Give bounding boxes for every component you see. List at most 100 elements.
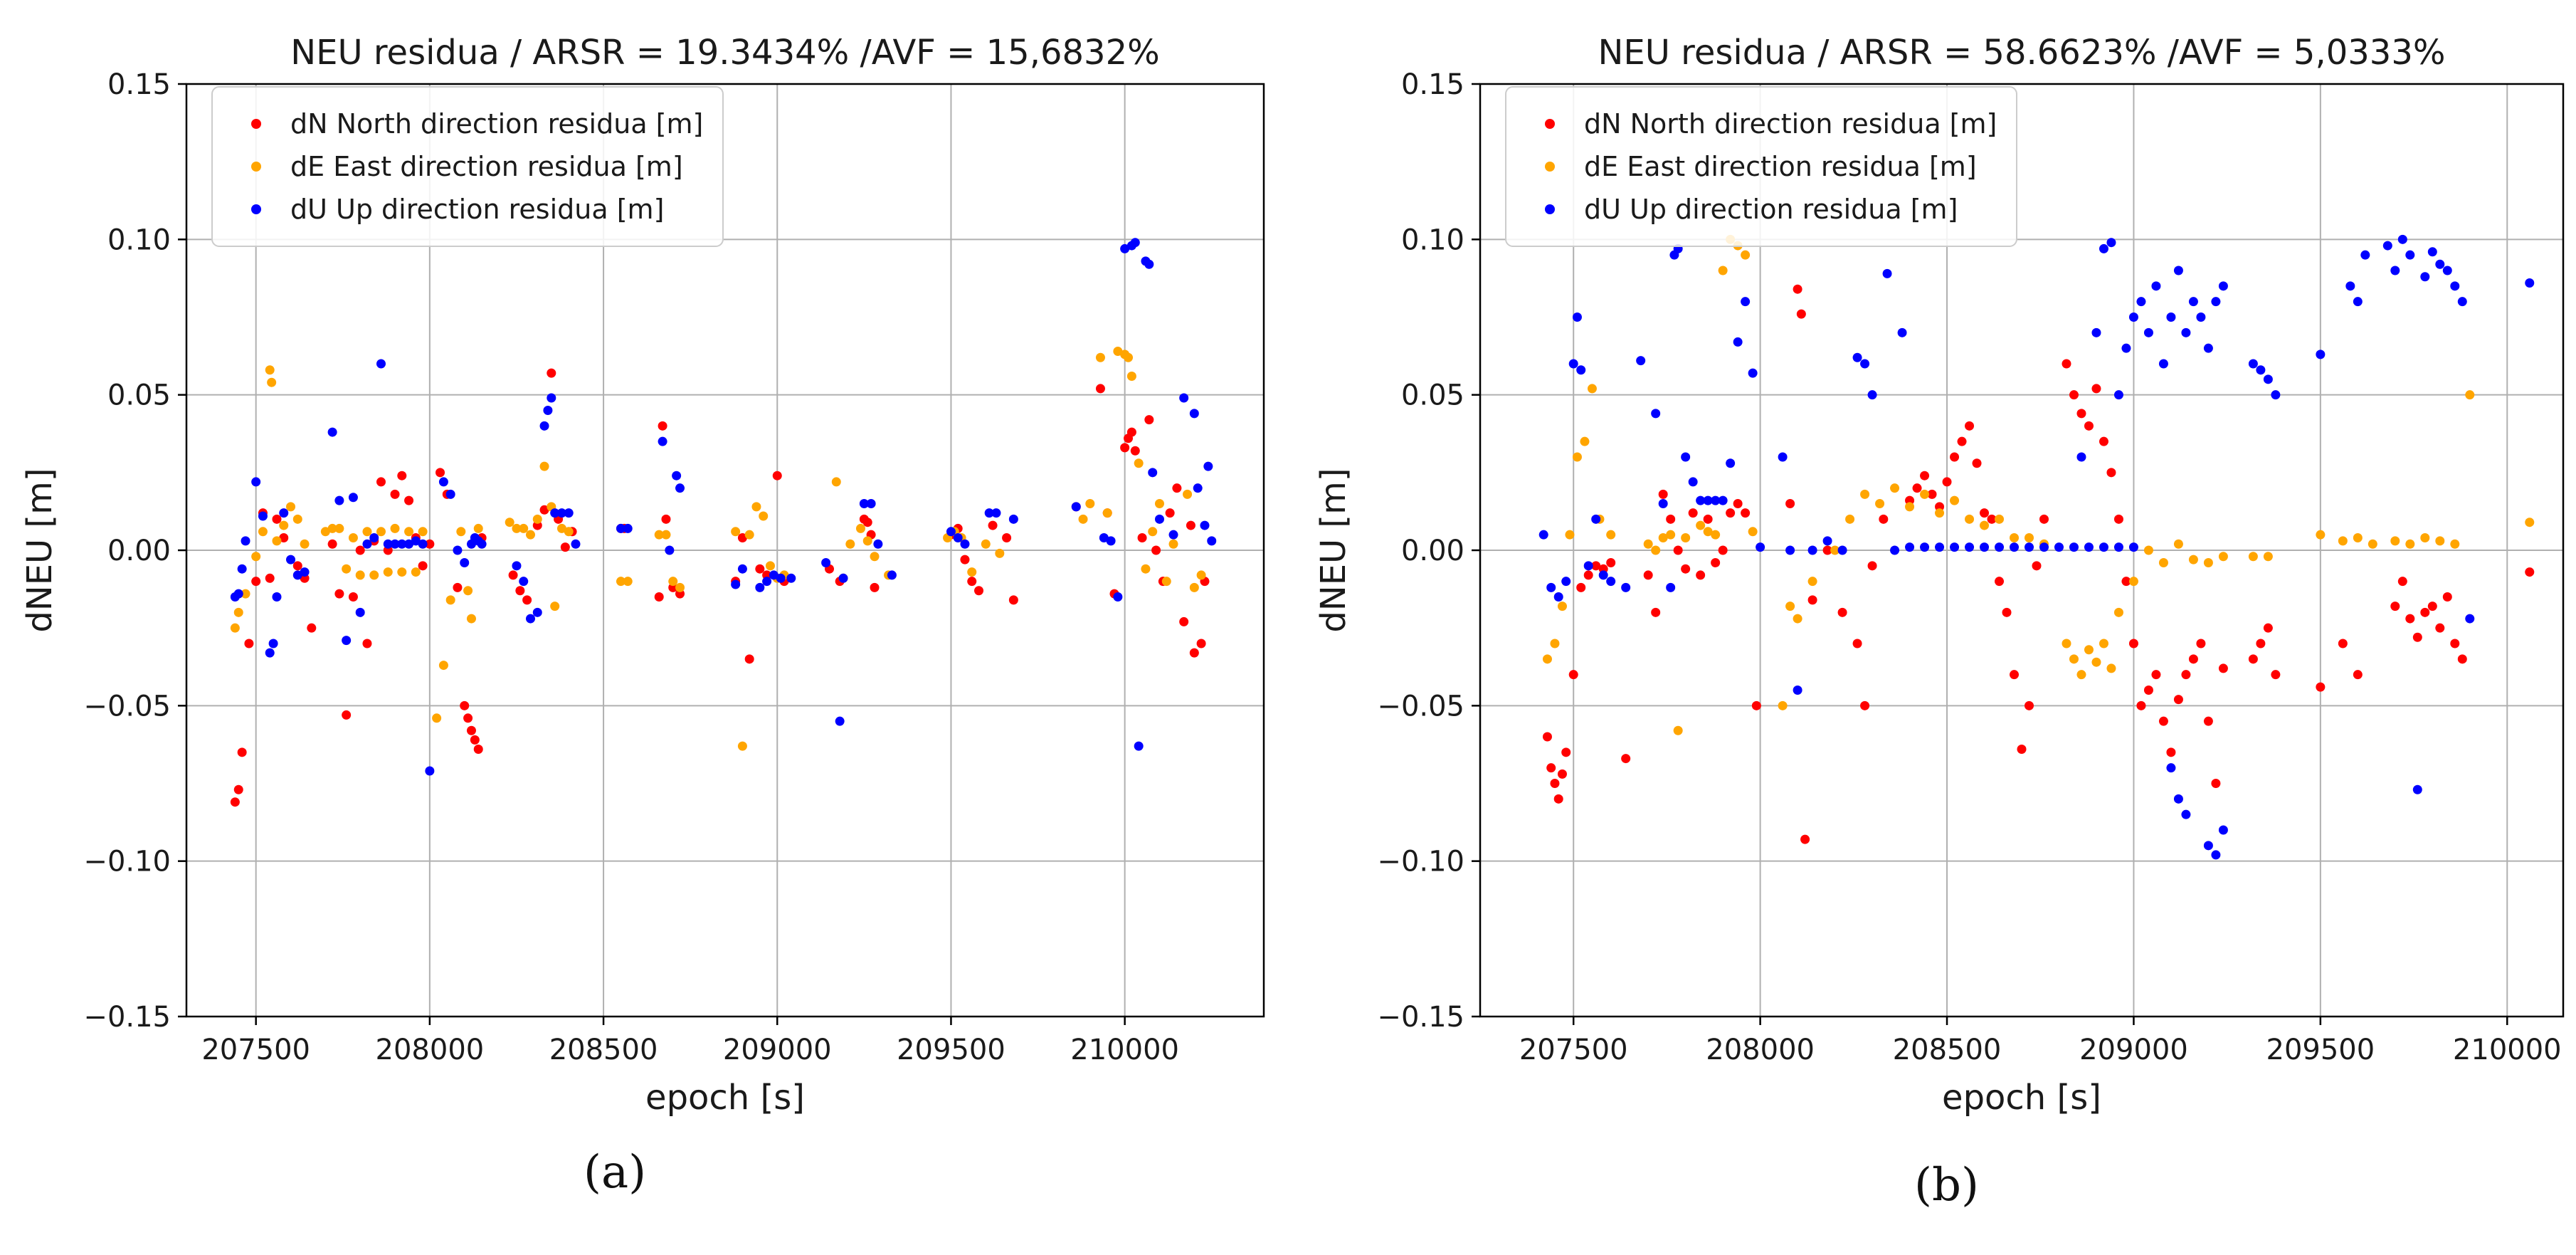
chart-b-point xyxy=(2427,602,2437,611)
chart-a-point xyxy=(292,514,302,524)
chart-b-ytick-label: 0.05 xyxy=(1401,379,1464,412)
chart-a-point xyxy=(1126,371,1136,381)
chart-b-point xyxy=(2039,542,2049,552)
chart-b-legend-box xyxy=(1505,86,2017,247)
chart-a-point xyxy=(776,573,786,583)
chart-b-point xyxy=(1726,458,1736,468)
chart-b-point xyxy=(2099,639,2108,648)
chart-b-point xyxy=(1793,686,1802,695)
chart-b-xtick-label: 209500 xyxy=(2266,1034,2375,1066)
chart-b-point xyxy=(2166,763,2176,773)
chart-a-point xyxy=(445,489,455,499)
chart-a-point xyxy=(438,477,448,487)
chart-a-point xyxy=(1071,502,1081,512)
chart-a-point xyxy=(390,489,400,499)
chart-a-point xyxy=(411,567,421,577)
chart-a-point xyxy=(1134,458,1144,468)
chart-b-point xyxy=(1845,514,1855,524)
chart-a-point xyxy=(1168,530,1178,540)
chart-a-point xyxy=(866,499,876,508)
chart-b-point xyxy=(2084,645,2094,655)
chart-b-xtick-label: 208000 xyxy=(1706,1034,1815,1066)
chart-b-point xyxy=(1890,483,1900,493)
chart-b-ylabel: dNEU [m] xyxy=(1314,468,1353,632)
chart-a-point xyxy=(348,592,358,602)
chart-b-point xyxy=(1995,514,2005,524)
chart-b-point xyxy=(1957,436,1967,446)
chart-a-point xyxy=(786,573,796,583)
chart-b-point xyxy=(1576,365,1586,375)
chart-b-point xyxy=(2173,539,2183,549)
chart-a-point xyxy=(967,567,977,577)
chart-b-point xyxy=(1778,700,1788,710)
chart-b-point xyxy=(2465,390,2475,400)
chart-a-point xyxy=(342,564,352,574)
chart-b-point xyxy=(2203,841,2213,851)
chart-b-point xyxy=(1658,499,1668,508)
chart-b-point xyxy=(1711,495,1721,505)
chart-a-point xyxy=(418,539,428,549)
chart-a-point xyxy=(515,586,525,596)
chart-b-point xyxy=(2412,784,2422,794)
chart-b-point xyxy=(2218,552,2228,562)
chart-a-point xyxy=(279,533,289,543)
chart-b-point xyxy=(1741,297,1751,307)
chart-a-point xyxy=(859,499,869,508)
chart-b-point xyxy=(1681,564,1691,574)
chart-b-point xyxy=(1583,561,1593,571)
chart-a-point xyxy=(1120,243,1130,253)
chart-a-point xyxy=(762,577,772,587)
chart-a-point xyxy=(230,797,240,807)
chart-b-point xyxy=(2345,281,2355,291)
chart-a-point xyxy=(362,527,372,537)
chart-a-point xyxy=(658,421,667,431)
chart-a-point xyxy=(665,545,675,555)
chart-b-point xyxy=(1756,542,1765,552)
chart-b-point xyxy=(2173,266,2183,275)
chart-b-point xyxy=(2039,514,2049,524)
chart-a-point xyxy=(1106,536,1116,546)
chart-a-point xyxy=(1183,489,1193,499)
chart-a-xtick-label: 207500 xyxy=(201,1034,310,1066)
chart-b-point xyxy=(2024,533,2034,543)
chart-a-point xyxy=(532,514,542,524)
chart-a-point xyxy=(862,536,872,546)
chart-a-point xyxy=(737,741,747,751)
chart-b-point xyxy=(2316,350,2326,359)
chart-b-point xyxy=(1546,763,1556,773)
chart-b-point xyxy=(2113,607,2123,617)
chart-a-point xyxy=(1008,595,1018,605)
chart-a-point xyxy=(251,577,261,587)
chart-b-point xyxy=(1980,508,1990,518)
chart-b-point xyxy=(1905,502,1915,512)
chart-a-legend-marker xyxy=(251,119,261,129)
chart-b-point xyxy=(1557,602,1567,611)
chart-a-point xyxy=(564,527,574,537)
chart-b-point xyxy=(1711,530,1721,540)
chart-a-point xyxy=(230,623,240,633)
chart-a-point xyxy=(390,539,400,549)
chart-a-point xyxy=(1196,570,1206,580)
chart-b-point xyxy=(1643,570,1653,580)
chart-a-point xyxy=(390,523,400,533)
chart-b-point xyxy=(1718,495,1728,505)
chart-a-point xyxy=(1186,520,1195,530)
chart-b-point xyxy=(1651,545,1661,555)
chart-b-point xyxy=(1879,514,1889,524)
chart-a-point xyxy=(1154,514,1164,524)
chart-b-point xyxy=(1995,577,2005,587)
chart-b-point xyxy=(2248,359,2258,369)
chart-a-point xyxy=(870,582,880,592)
chart-b-point xyxy=(2106,663,2116,673)
chart-a-point xyxy=(751,502,761,512)
chart-b-point xyxy=(2316,530,2326,540)
panel-label-b: (b) xyxy=(1914,1159,1979,1212)
chart-b-point xyxy=(2076,670,2086,680)
chart-b-point xyxy=(1681,533,1691,543)
chart-a-point xyxy=(547,368,556,378)
chart-b-point xyxy=(2338,536,2348,546)
chart-b-point xyxy=(2076,409,2086,419)
chart-b-point xyxy=(1741,250,1751,260)
chart-b-point xyxy=(2128,313,2138,322)
chart-b-point xyxy=(1718,545,1728,555)
